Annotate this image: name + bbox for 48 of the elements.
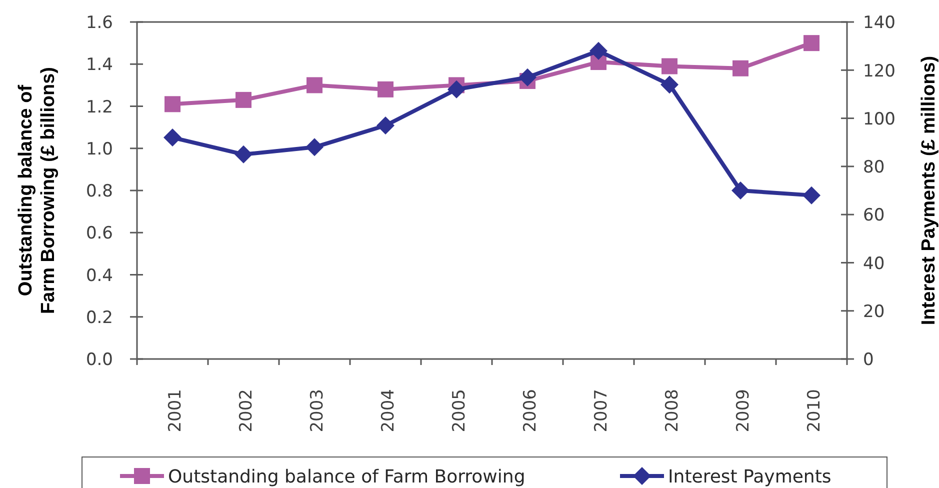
point [590, 42, 608, 60]
point [518, 68, 536, 86]
point [378, 81, 394, 98]
point [236, 92, 252, 108]
point [164, 128, 182, 147]
point [732, 182, 750, 200]
y-tick-label: 1.6 [86, 13, 113, 34]
y2-tick-label: 120 [863, 61, 896, 82]
y-tick-label: 1.2 [86, 97, 113, 118]
point [732, 60, 748, 76]
y-tick-label: 0.6 [86, 224, 113, 244]
x-tick-label: 2003 [308, 389, 328, 432]
point [234, 145, 252, 164]
point [448, 80, 466, 98]
y2-tick-label: 40 [863, 254, 885, 274]
x-tick-label: 2001 [166, 389, 186, 432]
y-axis-title: Outstanding balance of Farm Borrowing (£ billions) [15, 66, 60, 314]
point [306, 77, 322, 94]
y2-tick-label: 20 [863, 302, 885, 322]
x-tick-label: 2004 [378, 389, 399, 432]
point [802, 186, 820, 204]
x-tick-label: 2002 [236, 389, 257, 432]
x-tick-label: 2009 [734, 389, 754, 432]
y-tick-label: 1.0 [86, 139, 113, 160]
point [662, 58, 678, 74]
point [660, 76, 678, 94]
y-tick-label: 1.4 [86, 55, 113, 76]
y2-tick-label: 80 [863, 158, 885, 178]
point [804, 35, 820, 52]
y2-tick-label: 0 [863, 350, 874, 370]
y-tick-label: 0.2 [86, 308, 113, 328]
y-tick-label: 0.0 [86, 350, 113, 370]
x-tick-label: 2006 [520, 389, 541, 432]
y2-axis-title: Interest Payments (£ millions) [918, 56, 939, 326]
x-tick-label: 2008 [662, 389, 683, 432]
point [164, 96, 180, 112]
x-tick-label: 2010 [804, 389, 825, 432]
y2-tick-label: 140 [863, 13, 896, 34]
y2-tick-label: 60 [863, 206, 885, 226]
x-tick-label: 2007 [592, 389, 612, 432]
y2-tick-label: 100 [863, 109, 896, 130]
point [306, 138, 324, 156]
legend-label: Interest Payments [668, 466, 832, 488]
point [376, 116, 394, 135]
x-tick-label: 2005 [450, 389, 470, 432]
y-tick-label: 0.8 [86, 182, 113, 202]
legend-label: Outstanding balance of Farm Borrowing [168, 466, 526, 488]
y-tick-label: 0.4 [86, 266, 113, 286]
